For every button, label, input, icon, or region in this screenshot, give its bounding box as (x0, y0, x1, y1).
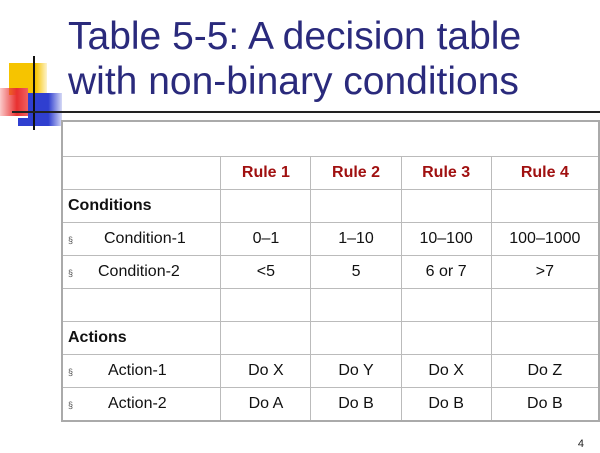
table-row: § Action-2 Do A Do B Do B Do B (61, 387, 600, 422)
row-label: Condition-2 (98, 263, 180, 280)
row-label: Action-1 (108, 362, 167, 379)
table-row-blank-top (61, 120, 600, 157)
slide-number: 4 (577, 438, 584, 450)
cell: 10–100 (400, 222, 492, 256)
cell: <5 (220, 255, 312, 289)
cell: Do B (400, 387, 492, 422)
cell: Do X (400, 354, 492, 388)
table-header-row: Rule 1 Rule 2 Rule 3 Rule 4 (61, 156, 600, 190)
actions-label: Actions (61, 321, 222, 355)
table-row: § Condition-2 <5 5 6 or 7 >7 (61, 255, 600, 289)
decoration-vertical-line (33, 56, 35, 130)
title-underline (12, 111, 600, 113)
table-row: § Condition-1 0–1 1–10 10–100 100–1000 (61, 222, 600, 256)
cell: 5 (310, 255, 402, 289)
conditions-label: Conditions (61, 189, 222, 223)
rule-header: Rule 3 (400, 156, 492, 190)
conditions-section-row: Conditions (61, 189, 600, 223)
table-row-blank (61, 288, 600, 322)
actions-section-row: Actions (61, 321, 600, 355)
cell: 100–1000 (490, 222, 600, 256)
decision-table: Rule 1 Rule 2 Rule 3 Rule 4 Conditions §… (61, 120, 600, 422)
cell: Do A (220, 387, 312, 422)
slide-title: Table 5-5: A decision table with non-bina… (68, 15, 522, 103)
cell: Do B (490, 387, 600, 422)
cell: Do Z (490, 354, 600, 388)
cell: >7 (490, 255, 600, 289)
cell: 0–1 (220, 222, 312, 256)
bullet-icon: § (68, 400, 74, 410)
rule-header: Rule 1 (220, 156, 312, 190)
cell: 6 or 7 (400, 255, 492, 289)
row-label: Action-2 (108, 395, 167, 412)
cell: Do X (220, 354, 312, 388)
cell: Do Y (310, 354, 402, 388)
table-row: § Action-1 Do X Do Y Do X Do Z (61, 354, 600, 388)
rule-header: Rule 2 (310, 156, 402, 190)
bullet-icon: § (68, 235, 74, 245)
bullet-icon: § (68, 268, 74, 278)
bullet-icon: § (68, 367, 74, 377)
row-label: Condition-1 (104, 230, 186, 247)
decoration-blue-tab (18, 118, 32, 126)
rule-header: Rule 4 (490, 156, 600, 190)
cell: 1–10 (310, 222, 402, 256)
cell: Do B (310, 387, 402, 422)
